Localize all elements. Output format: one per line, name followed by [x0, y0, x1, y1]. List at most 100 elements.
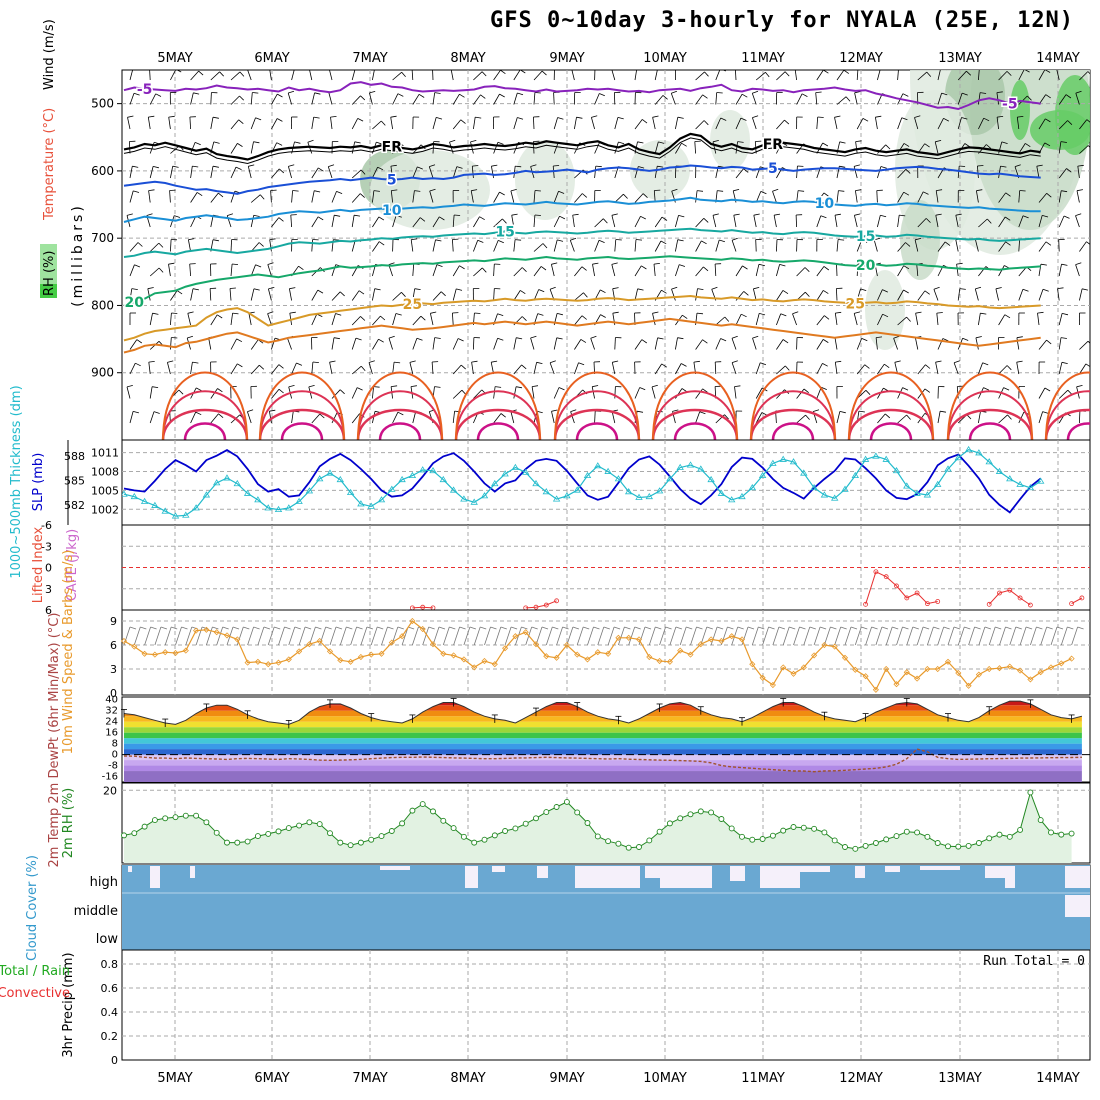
- wind-barb-flag: [861, 239, 868, 243]
- wind-barb-flag: [720, 338, 727, 342]
- wind-barb: [894, 362, 898, 375]
- wind-barb: [331, 337, 335, 350]
- thickness-point: [326, 469, 334, 476]
- wind-barb-flag: [855, 189, 862, 191]
- surface-barb: [185, 626, 193, 646]
- wind-barb-flag: [236, 338, 243, 343]
- wind-barb-flag: [500, 70, 506, 75]
- rh-point: [306, 819, 313, 826]
- rh-point: [378, 833, 385, 840]
- rh-point: [646, 837, 653, 844]
- surface-barb-flag: [490, 626, 497, 630]
- wind-barb-flag: [376, 141, 383, 145]
- wind-barb-flag: [925, 364, 931, 369]
- thickness-point: [810, 483, 818, 491]
- wind-barb: [1079, 288, 1083, 301]
- thickness-point: [315, 475, 324, 482]
- wind-barb-flag: [1061, 263, 1068, 266]
- warm-contour-arch: [455, 390, 541, 440]
- wind-barb: [513, 70, 521, 81]
- wind-speed-point: [749, 661, 756, 668]
- wind-barb-flag: [1040, 263, 1047, 266]
- wind-barb: [250, 364, 260, 375]
- wind-barb-flag: [858, 410, 865, 413]
- wind-barb: [816, 339, 824, 350]
- wind-barb: [796, 190, 799, 203]
- wind-barb-flag: [661, 363, 668, 368]
- precip-tick: 0.6: [101, 982, 119, 995]
- wind-barb: [190, 411, 197, 424]
- wind-speed-point: [151, 651, 158, 658]
- wind-barb: [1016, 117, 1020, 130]
- wind-barb-flag: [277, 118, 283, 122]
- wind-barb: [712, 215, 717, 228]
- wind-barb: [853, 313, 858, 326]
- top-date-label: 6MAY: [254, 51, 289, 66]
- surface-barb: [690, 626, 697, 646]
- wind-barb-flag: [865, 390, 871, 395]
- wind-barb: [877, 314, 883, 326]
- wind-barb-flag: [497, 337, 504, 341]
- wind-barb: [432, 92, 436, 105]
- warm-contour-arch: [652, 390, 738, 440]
- surface-barb: [854, 626, 862, 646]
- surface-barb-flag: [150, 626, 157, 630]
- wind-barb: [752, 117, 757, 130]
- rh-point: [512, 825, 519, 832]
- wind-barb-flag: [227, 213, 234, 216]
- surface-barb-flag: [387, 626, 394, 630]
- rh-point: [636, 844, 642, 850]
- wind-speed-point: [491, 661, 498, 668]
- wind-barb: [614, 117, 619, 130]
- wind-barb-flag: [339, 389, 345, 395]
- wind-barb: [594, 240, 600, 252]
- wind-barb-flag: [511, 213, 518, 216]
- wind-speed-point: [296, 648, 303, 655]
- temperature-axis-label-2m: 2m Temp 2m DewPt (6hr Min/Max) (°C): [47, 613, 62, 868]
- wind-barb: [230, 338, 237, 350]
- rh-point: [862, 842, 869, 849]
- surface-barb: [824, 626, 831, 646]
- thickness-point: [800, 469, 808, 476]
- surface-barb: [1060, 626, 1068, 646]
- thickness-point: [789, 458, 798, 465]
- wind-barb-flag: [499, 191, 505, 196]
- wind-speed-point: [419, 625, 426, 633]
- surface-barb: [370, 626, 378, 646]
- wind-barb-flag: [401, 292, 406, 297]
- wind-barb: [1058, 362, 1063, 375]
- wind-barb: [268, 288, 272, 301]
- wind-barb: [1038, 387, 1046, 399]
- wind-barb: [856, 364, 866, 375]
- wind-barb-flag: [155, 93, 162, 97]
- wind-barb-flag: [292, 190, 299, 192]
- wind-barb: [796, 414, 806, 424]
- cloud-axis-label: Cloud Cover (%): [25, 855, 40, 961]
- wind-barb: [210, 192, 219, 203]
- wind-speed-point: [481, 657, 488, 665]
- wind-barb: [978, 313, 981, 326]
- wind-barb-flag: [373, 386, 380, 388]
- wind-barb-flag: [329, 67, 335, 69]
- slp-tick: 1005: [91, 484, 119, 497]
- wind-speed-point: [388, 639, 395, 646]
- wind-barb-flag: [530, 335, 537, 339]
- wind-barb-flag: [944, 241, 951, 246]
- cloud-gap: [885, 866, 900, 872]
- wind-barb-flag: [742, 265, 748, 270]
- thickness-point: [624, 488, 633, 495]
- wind-barb-flag: [600, 314, 606, 318]
- wind-barb-flag: [278, 364, 284, 369]
- warm-contour-arch: [652, 371, 738, 440]
- wind-barb-flag: [671, 90, 678, 94]
- wind-speed-point: [131, 643, 138, 650]
- surface-barb-flag: [850, 626, 858, 630]
- thickness-point: [851, 471, 860, 479]
- wind-barb: [1075, 215, 1080, 228]
- wind-barb-flag: [1086, 241, 1090, 245]
- thickness-point: [686, 461, 695, 468]
- wind-barb-flag: [986, 144, 992, 149]
- wind-barb-flag: [269, 238, 276, 240]
- wind-barb-flag: [339, 291, 345, 297]
- surface-barb-flag: [634, 626, 641, 630]
